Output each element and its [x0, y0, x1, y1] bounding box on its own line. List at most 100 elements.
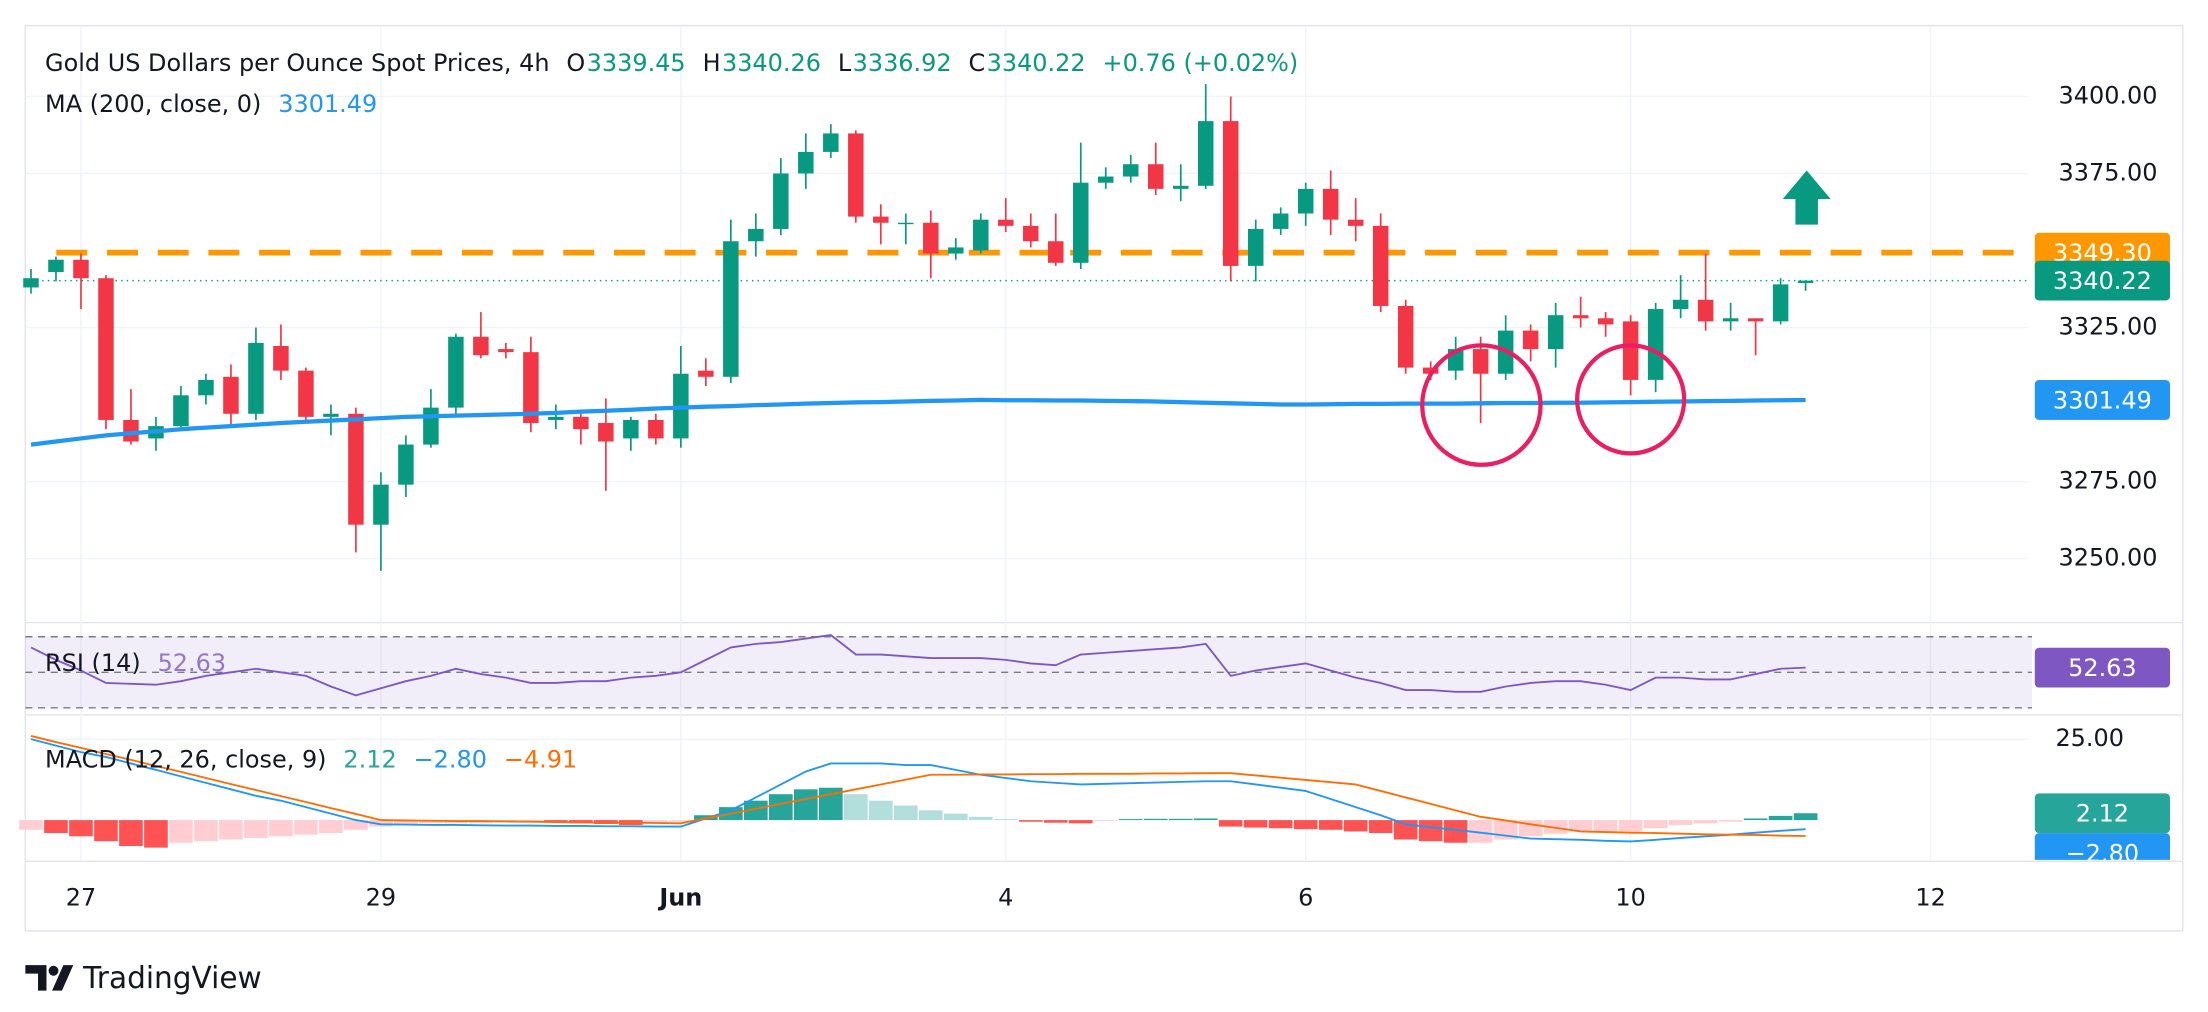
candle-body: [1722, 318, 1739, 322]
candle-body: [1397, 305, 1414, 368]
x-tick-label: 6: [1298, 883, 1313, 911]
macd-histogram-bar: [843, 794, 868, 821]
badge-background: [2034, 647, 2170, 688]
candle-body: [1073, 182, 1089, 263]
candle-body: [1347, 219, 1364, 226]
macd-histogram-bar: [219, 820, 243, 840]
macd-histogram-bar: [94, 820, 118, 842]
macd-histogram-bar: [19, 820, 43, 830]
candle-body: [1772, 284, 1789, 322]
badge-background: [2034, 833, 2170, 860]
badge-background: [2034, 380, 2170, 420]
macd-histogram-bar: [269, 820, 293, 837]
macd-histogram-bar: [69, 820, 93, 837]
badge-label: 3301.49: [2053, 386, 2152, 414]
chart-frame: [24, 24, 2184, 932]
macd-histogram-bar: [1293, 820, 1318, 830]
candle-body: [248, 342, 264, 414]
legend-text: 3336.92: [853, 49, 952, 77]
macd-histogram-bar: [968, 816, 993, 821]
macd-histogram-bar: [1243, 820, 1268, 828]
badge-background: [2034, 793, 2170, 834]
price-badge: 3301.49: [2034, 380, 2170, 420]
ma-line: [30, 397, 1806, 447]
candle-body: [1672, 299, 1689, 310]
macd-histogram-bar: [669, 820, 693, 822]
macd-histogram-bar: [1393, 820, 1418, 840]
candle-body: [398, 444, 414, 485]
candle-body: [973, 219, 989, 251]
candle-body: [1597, 318, 1614, 325]
candle-body: [123, 419, 139, 442]
macd-badges: 2.12 −2.80: [2034, 793, 2170, 860]
x-tick-label: Jun: [657, 883, 702, 911]
candle-body: [1472, 349, 1489, 374]
macd-histogram-bar: [993, 819, 1018, 821]
macd-histogram-bar: [1168, 818, 1193, 821]
indicator-name: RSI (14): [45, 649, 141, 677]
x-tick-label: 10: [1615, 883, 1645, 911]
macd-histogram-bar: [644, 820, 668, 824]
x-tick-label: 12: [1915, 883, 1945, 911]
candle-body: [573, 416, 589, 430]
candle-body: [723, 241, 739, 377]
legend-text: O: [566, 49, 585, 77]
legend-text: 3340.26: [722, 49, 821, 77]
macd-histogram-bar: [1543, 820, 1568, 834]
candle-body: [498, 349, 514, 353]
candle-body: [173, 395, 189, 427]
macd-histogram-bar: [1743, 818, 1768, 821]
candle-body: [923, 222, 939, 254]
macd-histogram-bar: [294, 820, 318, 835]
macd-histogram-bar: [1068, 820, 1093, 824]
macd-histogram-bar: [194, 820, 218, 842]
macd-histogram-bar: [1468, 820, 1493, 843]
macd-histogram-bar: [1093, 820, 1118, 822]
y-tick-label: 25.00: [2055, 724, 2124, 752]
indicator-value: −4.91: [504, 745, 577, 773]
candle-body: [323, 413, 339, 417]
macd-histogram-bar: [369, 820, 393, 827]
legend-text: H: [703, 49, 721, 77]
marks-layer: [19, 84, 2028, 848]
price-badge: 2.12: [2034, 793, 2170, 834]
macd-histogram-bar: [1343, 820, 1368, 832]
candle-body: [798, 151, 814, 174]
legend-text: 3339.45: [587, 49, 686, 77]
macd-histogram-bar: [144, 820, 168, 848]
indicator-value: 52.63: [158, 649, 227, 677]
macd-histogram-bar: [1618, 820, 1643, 832]
y-tick-label: 3325.00: [2059, 312, 2158, 340]
macd-line: [30, 738, 1806, 843]
candle-body: [598, 423, 614, 442]
candle-body: [1123, 164, 1139, 177]
macd-histogram-bar: [44, 820, 68, 834]
legend-text: +0.76 (+0.02%): [1103, 49, 1299, 77]
y-tick-label: 3250.00: [2059, 544, 2158, 572]
macd-histogram-bar: [1718, 820, 1743, 822]
candle-body: [1023, 225, 1039, 242]
brand-logo: [25, 965, 74, 991]
macd-histogram-bar: [344, 820, 368, 830]
badge-background: [2034, 260, 2170, 301]
candle-body: [1297, 188, 1314, 214]
candle-body: [823, 133, 839, 152]
highlight-circle: [1420, 343, 1543, 467]
candle-body: [1697, 299, 1714, 322]
candle-body: [548, 416, 564, 420]
candle-body: [1547, 315, 1564, 350]
macd-histogram-bar: [1218, 820, 1243, 827]
candle-body: [348, 413, 364, 525]
candle-body: [373, 484, 389, 525]
macd-histogram-bar: [918, 810, 943, 821]
candle-body: [273, 346, 289, 371]
candle-body: [1747, 318, 1764, 322]
legend-text: C: [969, 49, 986, 77]
legend-text: L: [838, 49, 852, 77]
candle-body: [23, 278, 39, 288]
macd-histogram-bar: [1193, 818, 1218, 821]
brand-name: TradingView: [82, 961, 262, 996]
candle-body: [1247, 228, 1264, 266]
